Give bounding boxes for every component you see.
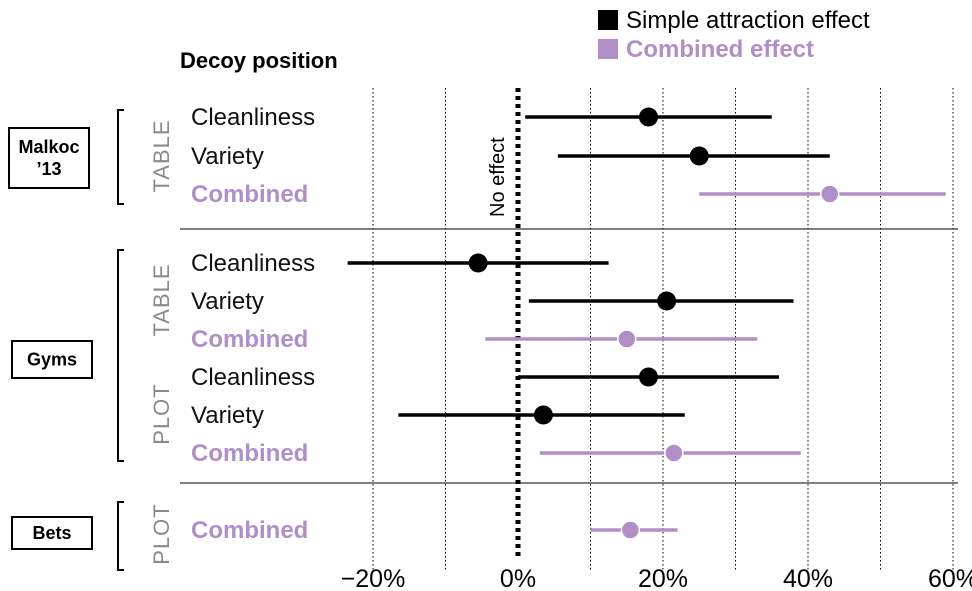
point-estimate: [664, 443, 684, 463]
no-effect-label: No effect: [487, 137, 509, 217]
study-name-box: [8, 127, 90, 189]
x-tick-label: 20%: [638, 565, 688, 591]
row-label: Combined: [191, 181, 308, 208]
study-name-box: [11, 340, 93, 379]
condition-label: TABLE: [149, 119, 174, 192]
point-estimate: [689, 146, 709, 166]
x-tick-label: 40%: [783, 565, 833, 591]
point-estimate: [468, 253, 488, 273]
study-bracket: [117, 249, 124, 462]
x-tick-label: 0%: [500, 565, 536, 591]
row-label: Cleanliness: [191, 104, 315, 131]
legend-swatch: [598, 10, 618, 30]
point-estimate: [617, 329, 637, 349]
legend-label: Combined effect: [626, 36, 814, 63]
study-name-label: Bets: [32, 523, 71, 543]
row-label: Variety: [191, 143, 264, 170]
study-bracket: [117, 501, 124, 571]
row-label: Combined: [191, 326, 308, 353]
row-label: Cleanliness: [191, 250, 315, 277]
condition-label: PLOT: [149, 503, 174, 564]
study-name-label: Malkoc: [18, 137, 79, 157]
point-estimate: [657, 291, 677, 311]
study-bracket: [117, 109, 124, 205]
point-estimate: [639, 107, 658, 127]
study-name-label: Gyms: [27, 350, 77, 370]
legend-swatch: [598, 39, 618, 59]
row-label: Variety: [191, 288, 264, 315]
point-estimate: [820, 184, 840, 204]
x-tick-label: 60%: [928, 565, 972, 591]
point-estimate: [639, 367, 658, 387]
study-name-box: [11, 516, 93, 550]
row-label: Combined: [191, 440, 308, 467]
legend-label: Simple attraction effect: [626, 7, 870, 34]
point-estimate: [533, 405, 553, 425]
x-tick-label: −20%: [341, 565, 406, 591]
decoy-position-title: Decoy position: [180, 48, 338, 73]
point-estimate: [620, 520, 641, 540]
study-name-label: ’13: [36, 159, 61, 179]
condition-label: PLOT: [149, 383, 174, 444]
row-label: Variety: [191, 402, 264, 429]
row-label: Combined: [191, 517, 308, 544]
row-label: Cleanliness: [191, 364, 315, 391]
condition-label: TABLE: [149, 263, 174, 336]
